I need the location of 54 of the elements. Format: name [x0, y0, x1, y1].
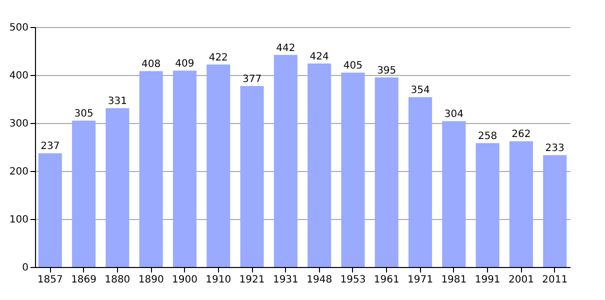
x-tick-label: 1953: [340, 274, 366, 286]
data-label: 305: [74, 108, 94, 120]
data-label: 377: [242, 74, 262, 86]
data-label: 331: [108, 96, 127, 108]
data-label: 442: [276, 42, 296, 54]
bar: [341, 72, 365, 267]
bar: [476, 143, 500, 267]
x-tick-label: 1981: [441, 274, 467, 286]
x-tick-label: 1948: [306, 274, 332, 286]
bar: [308, 63, 332, 267]
y-tick-label: 200: [9, 166, 28, 178]
y-tick-label: 500: [9, 22, 28, 34]
data-label: 422: [208, 52, 228, 64]
x-tick-label: 1857: [37, 274, 63, 286]
bar: [172, 70, 197, 267]
data-label: 405: [343, 60, 363, 72]
x-tick-label: 1880: [104, 274, 130, 286]
data-label: 424: [310, 51, 329, 62]
x-tick-label: 2001: [508, 274, 534, 286]
data-label: 258: [478, 131, 498, 142]
data-label: 237: [40, 141, 60, 152]
data-label: 354: [410, 85, 430, 96]
data-label: 233: [545, 143, 564, 154]
x-tick-label: 2011: [542, 274, 568, 286]
data-label: 408: [142, 59, 161, 70]
x-tick-label: 1971: [408, 274, 433, 286]
x-tick-label: 1890: [138, 274, 164, 286]
x-tick-label: 1869: [71, 274, 97, 286]
y-tick-label: 100: [9, 214, 28, 226]
bar: [139, 71, 163, 267]
bar: [442, 121, 466, 267]
bar: [240, 86, 264, 267]
bar: [206, 64, 230, 267]
data-label: 304: [444, 109, 464, 120]
bar: [509, 141, 533, 267]
x-tick-label: 1921: [239, 274, 265, 286]
x-tick-label: 1900: [172, 274, 198, 286]
x-tick-label: 1931: [272, 274, 298, 286]
x-tick-label: 1910: [206, 274, 232, 286]
y-tick-label: 300: [9, 118, 28, 130]
bar: [274, 54, 298, 267]
x-tick-label: 1991: [474, 274, 500, 286]
bar: [72, 120, 96, 267]
bar: [106, 108, 130, 267]
data-label: 409: [175, 58, 194, 70]
bar: [543, 155, 567, 267]
bar: [374, 77, 398, 267]
bar: [38, 153, 62, 267]
data-label: 395: [377, 65, 396, 76]
y-tick-label: 400: [9, 70, 28, 82]
data-label: 262: [512, 129, 531, 140]
bar: [408, 97, 432, 267]
y-tick-label: 0: [22, 262, 28, 274]
x-tick-label: 1961: [374, 274, 400, 286]
